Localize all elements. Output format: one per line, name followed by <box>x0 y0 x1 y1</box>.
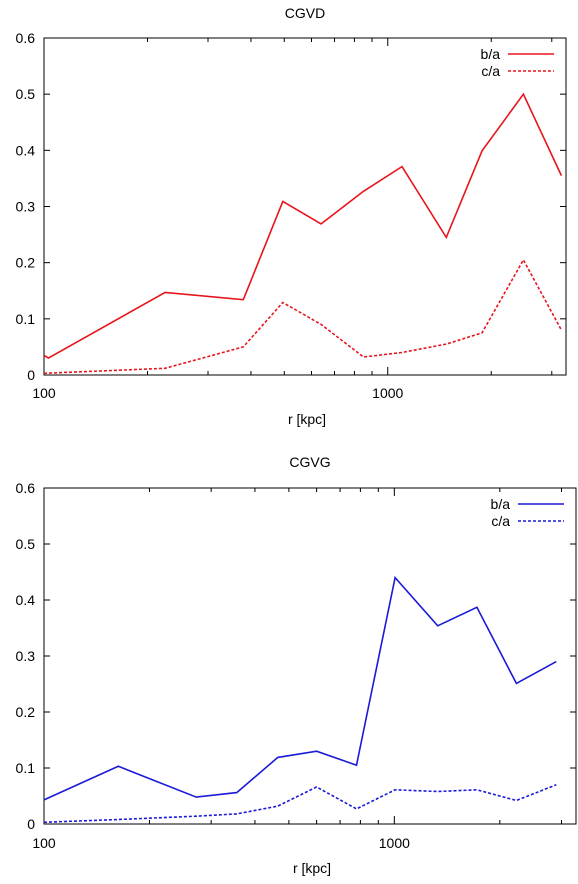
chart-title-cgvd: CGVD <box>285 5 325 21</box>
y-tick-label: 0.5 <box>16 536 36 552</box>
legend-label: b/a <box>481 46 501 62</box>
legend-label: b/a <box>491 496 511 512</box>
y-tick-label: 0.2 <box>16 704 36 720</box>
legend-label: c/a <box>491 513 510 529</box>
series-line-c-over-a <box>43 258 563 375</box>
y-tick-label: 0.3 <box>16 199 36 215</box>
x-tick-label: 100 <box>32 835 56 851</box>
chart-title-cgvg: CGVG <box>289 454 330 470</box>
series-line-c-over-a <box>43 784 557 824</box>
legend-label: c/a <box>481 63 500 79</box>
x-axis-label: r [kpc] <box>293 860 331 876</box>
y-tick-label: 0 <box>27 367 35 383</box>
x-axis-label: r [kpc] <box>288 411 326 427</box>
y-tick-label: 0.6 <box>16 30 36 46</box>
y-tick-label: 0.2 <box>16 255 36 271</box>
y-tick-label: 0.4 <box>16 142 36 158</box>
plot-frame <box>43 487 577 825</box>
series-line-b-over-a <box>43 92 563 360</box>
x-tick-label: 1000 <box>379 835 410 851</box>
y-tick-label: 0.3 <box>16 648 36 664</box>
y-tick-label: 0.5 <box>16 86 36 102</box>
x-tick-label: 1000 <box>372 385 403 401</box>
y-tick-label: 0.1 <box>16 311 36 327</box>
chart-panel-cgvd: CGVD 0 0.1 0.2 0.3 0.4 0.5 0.6 100 1000 r [kpc] b/a… <box>16 5 567 427</box>
series-line-b-over-a <box>43 575 557 801</box>
y-tick-label: 0 <box>27 816 35 832</box>
y-tick-label: 0.4 <box>16 592 36 608</box>
x-tick-label: 100 <box>32 385 56 401</box>
y-tick-label: 0.6 <box>16 480 36 496</box>
chart-panel-cgvg: CGVG 0 0.1 0.2 0.3 0.4 0.5 0.6 100 1000 r [kpc] b/a… <box>16 454 577 876</box>
y-tick-label: 0.1 <box>16 760 36 776</box>
